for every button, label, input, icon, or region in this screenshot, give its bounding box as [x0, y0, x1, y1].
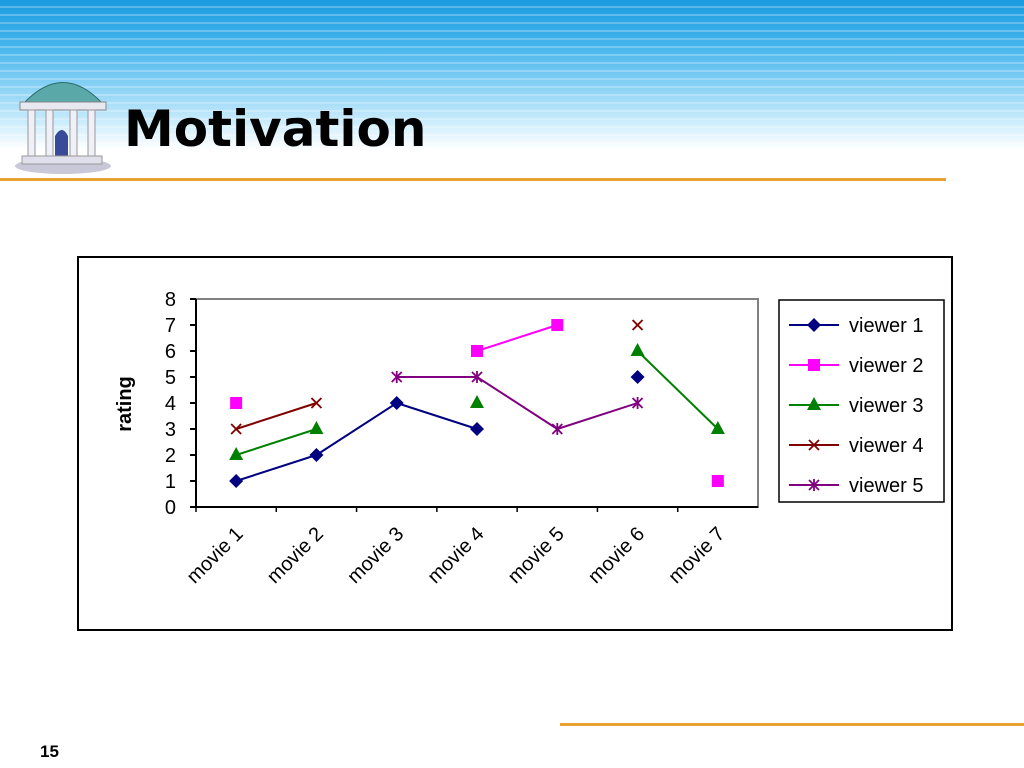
- y-tick-label: 5: [165, 367, 176, 389]
- y-tick-label: 7: [165, 315, 176, 337]
- data-point-triangle: [470, 395, 484, 408]
- series-line-segment: [476, 324, 558, 352]
- series-viewer-3: [229, 343, 725, 460]
- footer-divider: [560, 723, 1024, 726]
- series-viewer-2: [230, 319, 724, 487]
- legend-item: viewer 5: [789, 475, 923, 497]
- legend-label: viewer 2: [849, 355, 923, 377]
- data-point-triangle: [807, 397, 821, 410]
- series-line-segment: [235, 428, 317, 456]
- y-tick-label: 1: [165, 471, 176, 493]
- data-point-triangle: [630, 343, 645, 356]
- data-point-square: [808, 359, 820, 371]
- data-point-star: [631, 397, 644, 409]
- data-point-diamond: [807, 318, 821, 332]
- data-point-star: [808, 479, 820, 491]
- data-point-triangle: [229, 447, 244, 460]
- data-point-diamond: [389, 396, 404, 410]
- data-point-triangle: [710, 421, 725, 434]
- data-point-x: [230, 423, 242, 435]
- legend-label: viewer 1: [849, 315, 923, 337]
- data-point-square: [711, 475, 724, 487]
- series-viewer-1: [229, 370, 645, 488]
- data-point-x: [808, 439, 820, 451]
- data-point-triangle: [309, 421, 324, 434]
- legend-item: viewer 4: [789, 435, 923, 457]
- series-viewer-5: [391, 371, 644, 435]
- title-divider: [0, 178, 946, 181]
- series-line-segment: [636, 350, 719, 430]
- legend: [778, 299, 945, 503]
- data-point-diamond: [229, 474, 244, 488]
- slide-title: Motivation: [124, 100, 427, 158]
- series-line-segment: [396, 402, 478, 430]
- data-point-diamond: [309, 448, 324, 462]
- y-tick-label: 2: [165, 445, 176, 467]
- data-point-square: [551, 319, 564, 331]
- data-point-diamond: [630, 370, 645, 384]
- series-line-segment: [315, 402, 398, 456]
- data-point-diamond: [470, 422, 484, 436]
- y-tick-label: 6: [165, 341, 176, 363]
- series-line-segment: [476, 376, 558, 430]
- series-viewer-4: [230, 319, 644, 435]
- y-tick-label: 8: [165, 289, 176, 311]
- y-tick-label: 3: [165, 419, 176, 441]
- legend-label: viewer 4: [849, 435, 923, 457]
- data-point-star: [471, 371, 483, 383]
- legend-item: viewer 1: [789, 315, 923, 337]
- header-background: [0, 0, 1024, 150]
- legend-label: viewer 5: [849, 475, 923, 497]
- series-line-segment: [235, 402, 317, 430]
- data-point-square: [230, 397, 243, 409]
- series-line-segment: [556, 402, 638, 430]
- y-tick-label: 4: [165, 393, 176, 415]
- y-tick-label: 0: [165, 497, 176, 519]
- data-point-x: [310, 397, 323, 409]
- data-point-x: [631, 319, 644, 331]
- data-point-square: [471, 345, 483, 357]
- page-number: 15: [40, 742, 59, 761]
- data-point-star: [551, 423, 563, 435]
- legend-item: viewer 2: [789, 355, 923, 377]
- y-axis-label: rating: [114, 376, 136, 432]
- legend-item: viewer 3: [789, 395, 923, 417]
- data-point-star: [391, 371, 403, 383]
- series-line-segment: [235, 454, 317, 482]
- old-well-logo-icon: [15, 82, 111, 174]
- legend-label: viewer 3: [849, 395, 923, 417]
